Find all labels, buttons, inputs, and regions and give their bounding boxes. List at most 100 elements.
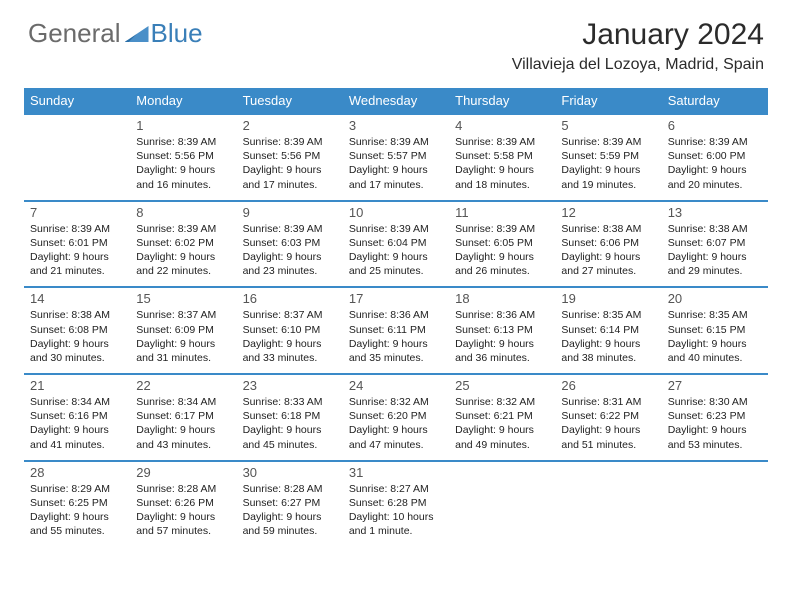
daylight-text: and 47 minutes. (349, 438, 443, 452)
day-number: 25 (455, 378, 549, 393)
dayhead-thu: Thursday (449, 88, 555, 114)
day-number: 1 (136, 118, 230, 133)
sunrise-text: Sunrise: 8:39 AM (136, 222, 230, 236)
sunset-text: Sunset: 6:15 PM (668, 323, 762, 337)
daylight-text: and 21 minutes. (30, 264, 124, 278)
sunrise-text: Sunrise: 8:33 AM (243, 395, 337, 409)
day-cell: 8Sunrise: 8:39 AMSunset: 6:02 PMDaylight… (130, 201, 236, 288)
sunrise-text: Sunrise: 8:28 AM (243, 482, 337, 496)
daylight-text: Daylight: 9 hours (30, 423, 124, 437)
sunrise-text: Sunrise: 8:39 AM (455, 135, 549, 149)
logo-text-general: General (28, 18, 121, 49)
sunset-text: Sunset: 5:56 PM (243, 149, 337, 163)
daylight-text: Daylight: 9 hours (30, 510, 124, 524)
day-cell: 5Sunrise: 8:39 AMSunset: 5:59 PMDaylight… (555, 114, 661, 201)
daylight-text: and 53 minutes. (668, 438, 762, 452)
daylight-text: and 59 minutes. (243, 524, 337, 538)
day-number: 20 (668, 291, 762, 306)
sunset-text: Sunset: 6:16 PM (30, 409, 124, 423)
day-number: 15 (136, 291, 230, 306)
day-number: 2 (243, 118, 337, 133)
sunrise-text: Sunrise: 8:39 AM (136, 135, 230, 149)
sunset-text: Sunset: 6:22 PM (561, 409, 655, 423)
sunset-text: Sunset: 6:26 PM (136, 496, 230, 510)
daylight-text: and 16 minutes. (136, 178, 230, 192)
sunrise-text: Sunrise: 8:39 AM (561, 135, 655, 149)
daylight-text: Daylight: 9 hours (30, 250, 124, 264)
daylight-text: Daylight: 9 hours (243, 423, 337, 437)
day-number: 3 (349, 118, 443, 133)
daylight-text: Daylight: 10 hours (349, 510, 443, 524)
week-row: 7Sunrise: 8:39 AMSunset: 6:01 PMDaylight… (24, 201, 768, 288)
sunrise-text: Sunrise: 8:37 AM (243, 308, 337, 322)
dayhead-tue: Tuesday (237, 88, 343, 114)
daylight-text: and 43 minutes. (136, 438, 230, 452)
day-cell: 15Sunrise: 8:37 AMSunset: 6:09 PMDayligh… (130, 287, 236, 374)
calendar-body: 1Sunrise: 8:39 AMSunset: 5:56 PMDaylight… (24, 114, 768, 547)
daylight-text: and 22 minutes. (136, 264, 230, 278)
day-cell: 9Sunrise: 8:39 AMSunset: 6:03 PMDaylight… (237, 201, 343, 288)
day-cell: 1Sunrise: 8:39 AMSunset: 5:56 PMDaylight… (130, 114, 236, 201)
daylight-text: and 41 minutes. (30, 438, 124, 452)
daylight-text: Daylight: 9 hours (561, 423, 655, 437)
day-cell: 4Sunrise: 8:39 AMSunset: 5:58 PMDaylight… (449, 114, 555, 201)
day-cell: 26Sunrise: 8:31 AMSunset: 6:22 PMDayligh… (555, 374, 661, 461)
daylight-text: and 17 minutes. (349, 178, 443, 192)
sunrise-text: Sunrise: 8:39 AM (455, 222, 549, 236)
day-cell: 23Sunrise: 8:33 AMSunset: 6:18 PMDayligh… (237, 374, 343, 461)
daylight-text: Daylight: 9 hours (136, 510, 230, 524)
day-number: 31 (349, 465, 443, 480)
sunset-text: Sunset: 6:06 PM (561, 236, 655, 250)
daylight-text: Daylight: 9 hours (243, 163, 337, 177)
sunrise-text: Sunrise: 8:34 AM (136, 395, 230, 409)
day-number: 5 (561, 118, 655, 133)
day-cell: 10Sunrise: 8:39 AMSunset: 6:04 PMDayligh… (343, 201, 449, 288)
day-number: 9 (243, 205, 337, 220)
month-title: January 2024 (512, 18, 764, 52)
sunset-text: Sunset: 5:57 PM (349, 149, 443, 163)
daylight-text: and 26 minutes. (455, 264, 549, 278)
day-number: 12 (561, 205, 655, 220)
dayhead-sun: Sunday (24, 88, 130, 114)
day-number: 18 (455, 291, 549, 306)
day-number: 30 (243, 465, 337, 480)
sunset-text: Sunset: 6:18 PM (243, 409, 337, 423)
calendar-table: Sunday Monday Tuesday Wednesday Thursday… (24, 88, 768, 547)
sunset-text: Sunset: 6:10 PM (243, 323, 337, 337)
header: General Blue January 2024 Villavieja del… (0, 0, 792, 80)
day-header-row: Sunday Monday Tuesday Wednesday Thursday… (24, 88, 768, 114)
daylight-text: Daylight: 9 hours (561, 337, 655, 351)
sunrise-text: Sunrise: 8:39 AM (349, 222, 443, 236)
sunrise-text: Sunrise: 8:39 AM (349, 135, 443, 149)
sunrise-text: Sunrise: 8:39 AM (243, 135, 337, 149)
daylight-text: and 49 minutes. (455, 438, 549, 452)
daylight-text: Daylight: 9 hours (349, 423, 443, 437)
sunset-text: Sunset: 6:28 PM (349, 496, 443, 510)
sunrise-text: Sunrise: 8:34 AM (30, 395, 124, 409)
sunset-text: Sunset: 6:17 PM (136, 409, 230, 423)
sunrise-text: Sunrise: 8:32 AM (349, 395, 443, 409)
sunrise-text: Sunrise: 8:38 AM (30, 308, 124, 322)
day-number: 10 (349, 205, 443, 220)
day-cell: 24Sunrise: 8:32 AMSunset: 6:20 PMDayligh… (343, 374, 449, 461)
daylight-text: and 23 minutes. (243, 264, 337, 278)
daylight-text: and 30 minutes. (30, 351, 124, 365)
daylight-text: Daylight: 9 hours (455, 337, 549, 351)
sunrise-text: Sunrise: 8:29 AM (30, 482, 124, 496)
day-number: 26 (561, 378, 655, 393)
day-cell: 21Sunrise: 8:34 AMSunset: 6:16 PMDayligh… (24, 374, 130, 461)
day-number: 6 (668, 118, 762, 133)
day-number: 14 (30, 291, 124, 306)
day-cell: 7Sunrise: 8:39 AMSunset: 6:01 PMDaylight… (24, 201, 130, 288)
week-row: 1Sunrise: 8:39 AMSunset: 5:56 PMDaylight… (24, 114, 768, 201)
daylight-text: Daylight: 9 hours (455, 423, 549, 437)
day-cell: 11Sunrise: 8:39 AMSunset: 6:05 PMDayligh… (449, 201, 555, 288)
day-cell (555, 461, 661, 547)
day-cell: 29Sunrise: 8:28 AMSunset: 6:26 PMDayligh… (130, 461, 236, 547)
daylight-text: and 17 minutes. (243, 178, 337, 192)
day-number: 17 (349, 291, 443, 306)
day-cell: 2 Sunrise: 8:39 AMSunset: 5:56 PMDaylight… (237, 114, 343, 201)
sunset-text: Sunset: 6:04 PM (349, 236, 443, 250)
day-cell (662, 461, 768, 547)
day-number: 13 (668, 205, 762, 220)
